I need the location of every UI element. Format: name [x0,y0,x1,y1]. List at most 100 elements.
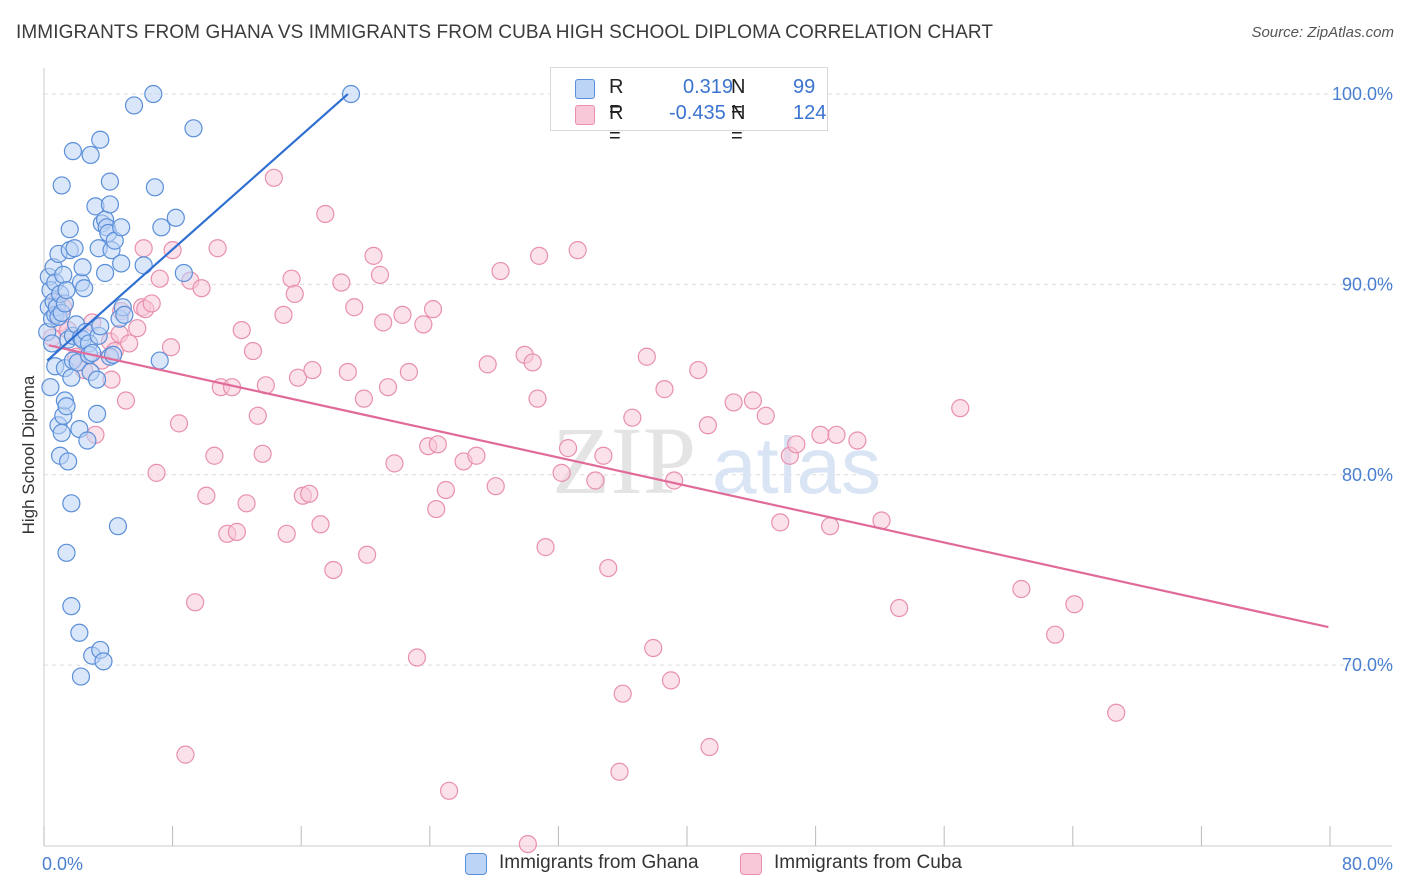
chart-title: IMMIGRANTS FROM GHANA VS IMMIGRANTS FROM… [16,22,994,43]
ghana-point [78,431,97,450]
x-tick-label: 80.0% [1342,854,1393,874]
cuba-point [300,484,319,503]
stats-legend: R = 0.319 N = 99 R = -0.435 N = 124 [550,67,828,147]
cuba-trend-line [48,344,1329,629]
y-axis-label: High School Diploma [19,375,38,534]
legend-ghana-swatch [465,853,487,875]
cuba-point [274,305,293,324]
cuba-point [428,435,447,454]
ghana-point [71,667,91,686]
ghana-point [174,263,193,283]
cuba-point [407,648,427,667]
cuba-n-label: N = [731,102,746,147]
ghana-point [100,195,120,214]
ghana-point [150,351,169,370]
ghana-r-label: R = [609,76,624,121]
cuba-point [536,538,555,557]
cuba-point [370,265,390,284]
legend-ghana-label: Immigrants from Ghana [499,852,699,873]
cuba-point [208,239,227,258]
cuba-point [644,638,663,658]
cuba-point [243,341,263,361]
cuba-point [951,399,970,418]
cuba-point [610,762,629,781]
cuba-point [771,513,790,532]
cuba-point [192,279,211,298]
ghana-point [166,208,185,227]
cuba-point [594,446,613,465]
cuba-point [237,494,256,513]
cuba-point [316,204,335,224]
cuba-point [1107,703,1126,722]
cuba-point [436,480,455,500]
ghana-n-value: 99 [793,76,816,98]
ghana-point [70,623,89,642]
cuba-point [186,593,205,612]
ghana-point [115,305,134,324]
y-tick-label: 100.0% [1332,84,1393,104]
ghana-point [57,543,76,562]
cuba-point [756,406,775,425]
ghana-point [152,218,171,237]
cuba-point [827,425,846,444]
cuba-point [568,241,587,260]
cuba-point [637,347,656,366]
cuba-point [120,334,139,353]
cuba-point [393,305,412,324]
cuba-point [311,515,330,534]
cuba-point [491,261,510,281]
cuba-point [1065,595,1084,614]
cuba-point [285,284,304,304]
ghana-point [57,281,76,300]
source-note: Source: ZipAtlas.com [1251,24,1394,41]
cuba-point [282,269,301,288]
ghana-point [134,256,153,275]
cuba-point [147,463,166,482]
ghana-point [62,597,81,616]
cuba-point [623,408,642,427]
cuba-point [264,168,283,187]
y-tick-label: 70.0% [1342,655,1393,675]
ghana-point [145,178,165,197]
cuba-point [116,391,136,410]
series-cuba-points [42,168,1126,854]
cuba-point [142,294,161,313]
y-tick-label: 80.0% [1342,465,1393,485]
ghana-point [87,404,107,423]
cuba-point [586,471,605,490]
cuba-point [743,391,763,410]
cuba-point [332,273,351,292]
cuba-point [128,319,147,338]
ghana-point [124,96,144,115]
cuba-point [518,834,537,854]
ghana-point [91,130,110,149]
ghana-point [95,263,115,283]
cuba-point [232,320,251,340]
ghana-point [41,378,60,397]
cuba-point [288,368,308,387]
cuba-point [354,389,373,408]
cuba-point [150,269,169,288]
cuba-point [890,598,909,618]
cuba-point [427,499,446,519]
cuba-point [655,380,674,399]
cuba-point [811,425,830,444]
ghana-point [81,145,100,165]
cuba-point [486,477,505,496]
ghana-point [75,279,94,298]
cuba-point [661,671,681,690]
cuba-point [227,522,246,541]
cuba-point [724,393,743,412]
ghana-point [65,239,84,258]
cuba-point [134,239,153,258]
cuba-point [378,378,398,397]
ghana-point [108,517,128,536]
ghana-point [57,397,76,416]
ghana-point [112,254,131,273]
series-ghana-points [38,84,361,686]
cuba-r-label: R = [609,102,624,147]
cuba-point [303,360,322,380]
tick-labels: 70.0% 80.0% 90.0% 100.0% 0.0% 80.0% [42,84,1393,874]
ghana-point [42,334,62,353]
cuba-point [1012,579,1031,599]
